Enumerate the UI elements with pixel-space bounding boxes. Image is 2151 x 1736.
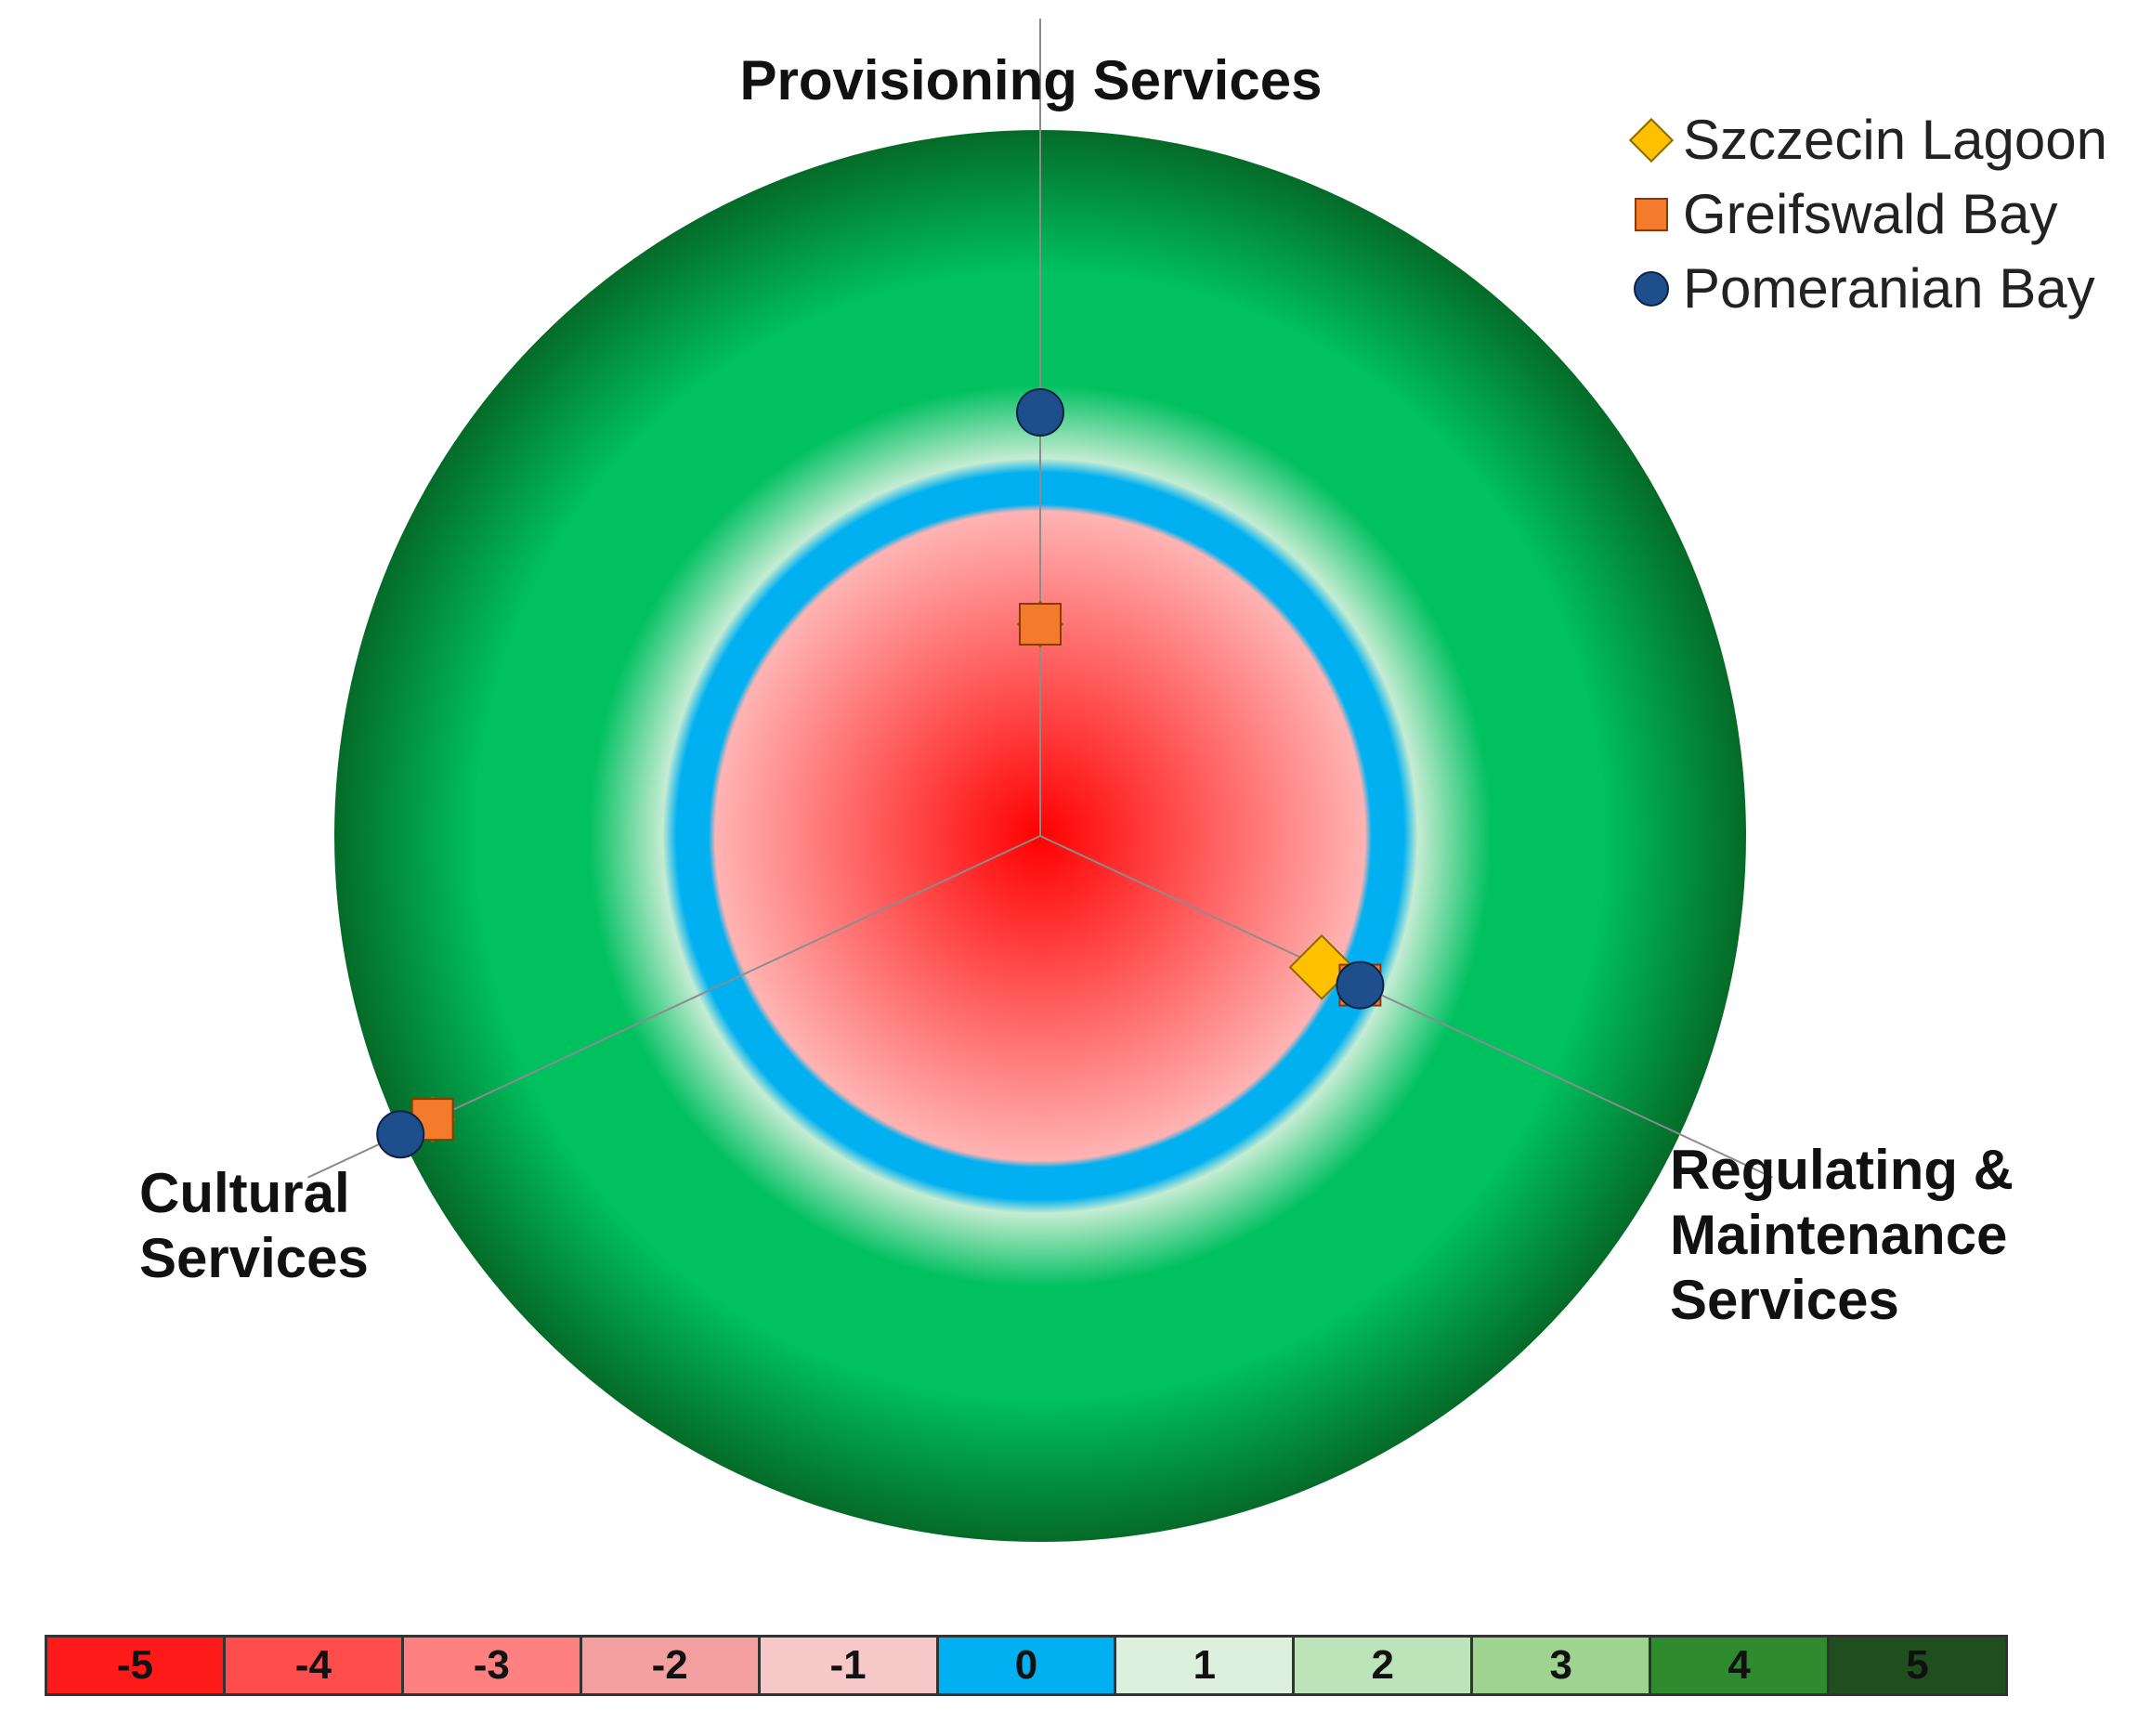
scale-cell: -2: [581, 1638, 761, 1693]
axis-title-provisioning: Provisioning Services: [740, 48, 1323, 113]
axis-title-cultural: Cultural Services: [139, 1161, 369, 1291]
legend: Szczecin Lagoon Greifswald Bay Pomerania…: [1627, 102, 2107, 325]
circle-marker-icon: [1627, 265, 1674, 311]
scale-cell: 4: [1651, 1638, 1831, 1693]
axis-title-line: Services: [1670, 1269, 1899, 1331]
data-point-greifswald-bay-provisioning: [1019, 603, 1062, 646]
axis-title-line: Cultural: [139, 1162, 350, 1224]
axis-title-line: Services: [139, 1227, 369, 1289]
axis-title-line: Provisioning Services: [739, 49, 1323, 111]
axis-line-regulating: [1039, 835, 1773, 1179]
legend-label: Pomeranian Bay: [1683, 256, 2095, 320]
data-point-pomeranian-bay-regulating: [1336, 960, 1385, 1010]
diamond-marker-icon: [1627, 116, 1674, 163]
scale-cell: 0: [938, 1638, 1117, 1693]
axis-title-regulating: Regulating & Maintenance Services: [1670, 1138, 2014, 1333]
legend-label: Szczecin Lagoon: [1683, 108, 2107, 171]
color-scale-bar: -5 -4 -3 -2 -1 0 1 2 3 4 5: [45, 1635, 2008, 1696]
square-marker-icon: [1627, 190, 1674, 237]
scale-cell: -1: [760, 1638, 939, 1693]
legend-item-greifswald-bay: Greifswald Bay: [1627, 176, 2107, 251]
scale-cell: 3: [1473, 1638, 1652, 1693]
points-layer: [376, 388, 1385, 1159]
legend-label: Greifswald Bay: [1683, 182, 2058, 245]
scale-cell: -5: [47, 1638, 226, 1693]
data-point-pomeranian-bay-provisioning: [1016, 388, 1064, 437]
axis-title-line: Regulating &: [1670, 1139, 2014, 1201]
axis-title-line: Maintenance: [1670, 1204, 2008, 1266]
scale-cell: 2: [1295, 1638, 1474, 1693]
scale-cell: 5: [1830, 1638, 2005, 1693]
legend-item-pomeranian-bay: Pomeranian Bay: [1627, 251, 2107, 325]
scale-cell: -3: [403, 1638, 582, 1693]
legend-item-szczecin-lagoon: Szczecin Lagoon: [1627, 102, 2107, 176]
scale-cell: 1: [1116, 1638, 1296, 1693]
scale-cell: -4: [225, 1638, 404, 1693]
data-point-pomeranian-bay-cultural: [376, 1110, 425, 1159]
